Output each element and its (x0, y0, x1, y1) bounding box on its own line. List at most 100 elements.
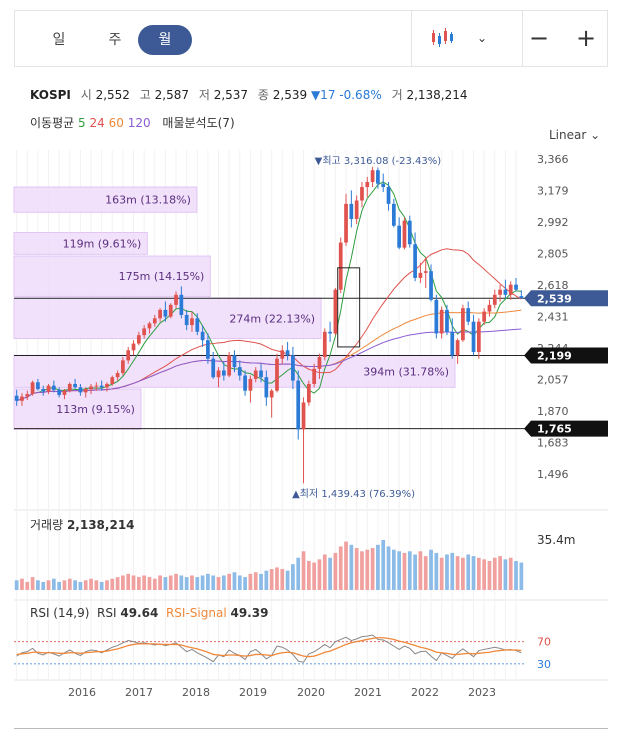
low-label: 저 (198, 88, 210, 102)
candle-body (99, 385, 104, 388)
x-tick-label: 2018 (182, 686, 210, 699)
candle-body (407, 220, 412, 245)
volume-bar (237, 575, 242, 590)
ma-label: 이동평균 (30, 116, 75, 130)
volume-bar (46, 580, 51, 590)
candle-body (232, 355, 237, 368)
y-tick-label: 1,870 (537, 405, 569, 418)
volume-bar (232, 572, 237, 590)
volume-bar (158, 575, 162, 590)
ma-period-5: 5 (78, 116, 86, 130)
volume-profile-label: 113m (9.15%) (56, 403, 135, 416)
candle-body (333, 289, 338, 334)
y-tick-label: 3,179 (537, 185, 569, 198)
change-value: ▼17 (310, 88, 336, 102)
volume-bar (445, 554, 449, 590)
candle-body (206, 340, 210, 359)
volume-bar (418, 551, 423, 590)
x-tick-label: 2022 (411, 686, 439, 699)
candle-body (126, 350, 131, 361)
plus-icon[interactable]: + (575, 24, 597, 52)
volume-bar (439, 557, 444, 590)
volume-bar (455, 556, 460, 590)
high-value: 2,587 (154, 88, 189, 102)
candle-body (413, 244, 417, 278)
candle-body (253, 370, 258, 379)
candle-body (179, 294, 184, 315)
candle-body (365, 181, 370, 188)
volume-bar (482, 559, 487, 590)
y-tick-label: 2,805 (537, 248, 569, 261)
tab-daily[interactable]: 일 (52, 32, 66, 48)
volume-bar (487, 560, 492, 590)
candle-body (174, 294, 178, 305)
toolbar-divider (411, 11, 412, 66)
candle-body (243, 375, 247, 391)
candle-body (163, 309, 168, 317)
candle-body (482, 311, 487, 322)
volume-profile-label[interactable]: 매물분석도(7) (162, 116, 235, 130)
price-tag (524, 420, 608, 437)
price-tag-label: 2,199 (537, 350, 572, 363)
volume-bar (126, 573, 131, 590)
candlestick-icon[interactable] (427, 23, 457, 53)
volume-bar (423, 556, 428, 590)
candle-body (195, 318, 200, 332)
candle-body (498, 289, 502, 295)
minus-icon[interactable]: − (528, 24, 550, 52)
candle-body (25, 394, 30, 397)
volume-profile-bar (13, 297, 322, 340)
candle-body (269, 390, 274, 398)
volume-profile-bar (13, 186, 198, 213)
tab-weekly[interactable]: 주 (108, 32, 122, 48)
volume-bar (285, 570, 290, 590)
volume-bar (461, 557, 465, 590)
volume-bar (94, 580, 99, 590)
volume-bar (407, 551, 412, 590)
price-tag (524, 347, 608, 364)
open-value: 2,552 (95, 88, 130, 102)
volume-bar (110, 578, 115, 590)
ma-period-120: 120 (127, 116, 151, 130)
candle-body (338, 242, 343, 290)
candle-body (248, 378, 253, 391)
volume-bar (503, 559, 508, 590)
ma-line-5 (16, 181, 522, 402)
candle-body (354, 200, 359, 220)
volume-profile-label: 394m (31.78%) (363, 365, 449, 378)
candle-body (514, 284, 518, 290)
scale-selector[interactable]: Linear ⌄ (549, 128, 600, 142)
y-tick-label: 2,057 (537, 373, 569, 386)
high-annotation: ▼최고 3,316.08 (-23.43%) (315, 155, 442, 167)
volume-bar (211, 575, 216, 590)
low-annotation: ▲최저 1,439.43 (76.39%) (292, 488, 415, 500)
volume-bar (370, 548, 375, 590)
candle-body (445, 309, 449, 332)
volume-bar (322, 554, 327, 590)
candle-body (439, 309, 444, 334)
rsi-signal-value: 49.39 (230, 606, 269, 620)
volume-bar (259, 573, 263, 590)
y-tick-label: 2,992 (537, 216, 569, 229)
volume-profile-label: 163m (13.18%) (105, 194, 191, 207)
candle-body (67, 383, 72, 391)
volume-value: 2,138,214 (406, 88, 468, 102)
scale-label: Linear (549, 128, 587, 142)
rsi-title: RSI (14,9) RSI 49.64 RSI-Signal 49.39 (30, 606, 268, 620)
candle-body (46, 385, 51, 392)
candle-body (237, 367, 242, 376)
price-tag (524, 290, 608, 307)
volume-bar (73, 580, 77, 590)
volume-bar (36, 580, 40, 590)
volume-bar (136, 577, 141, 590)
ma-legend: 이동평균 5 24 60 120 매물분석도(7) (30, 114, 235, 131)
tab-monthly[interactable]: 월 (138, 25, 192, 55)
candle-body (280, 350, 285, 359)
candle-body (30, 382, 35, 395)
candle-body (115, 373, 120, 378)
candle-body (36, 382, 40, 390)
candle-body (455, 340, 460, 356)
volume-bar (333, 552, 338, 590)
chevron-down-icon[interactable]: ⌄ (476, 31, 488, 45)
